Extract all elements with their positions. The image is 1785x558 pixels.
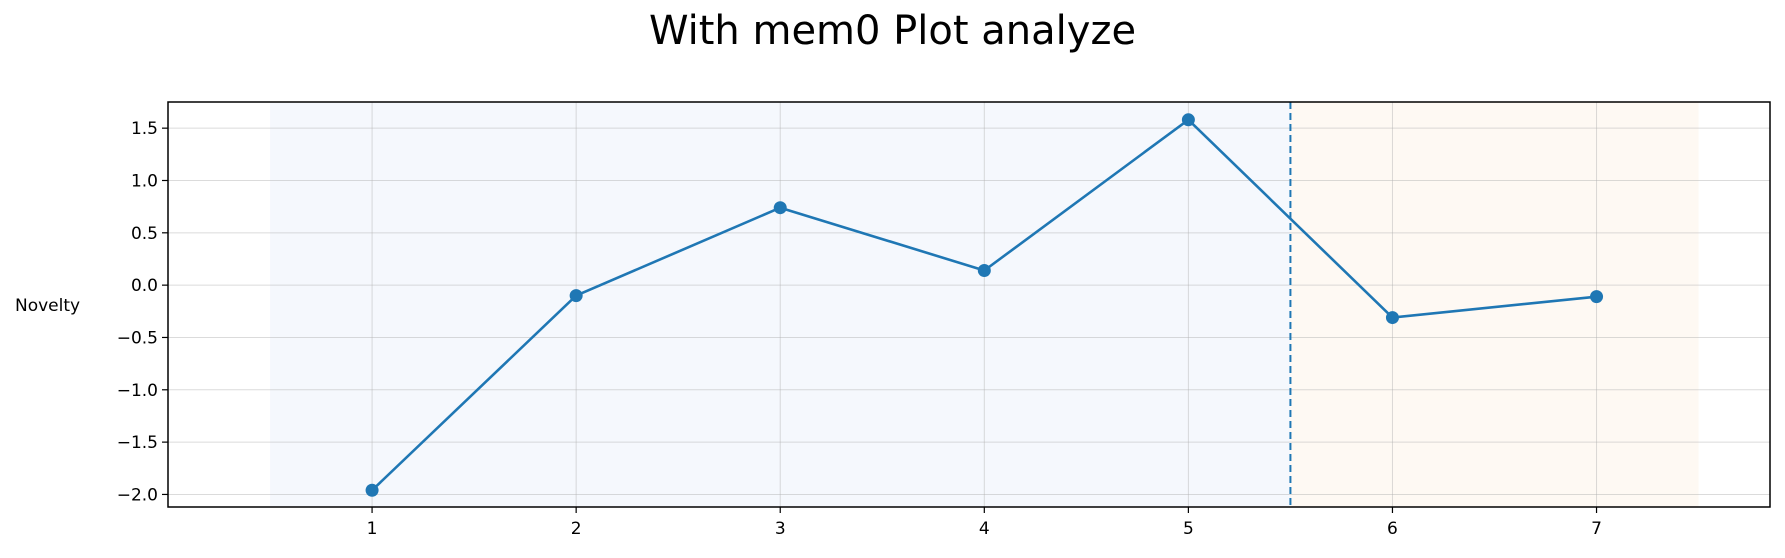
data-point-6 [1385,311,1399,325]
y-tick-label-6: 0.5 [131,224,158,244]
x-tick-label-3: 3 [775,519,786,539]
data-point-3 [773,201,787,215]
y-tick-label-7: 1.0 [131,171,158,191]
x-tick-label-7: 7 [1591,519,1602,539]
x-axis-ticks: 1 2 3 4 5 6 7 [367,507,1602,539]
x-tick-label-2: 2 [571,519,582,539]
plot-frame [167,101,1771,508]
data-point-1 [365,483,379,497]
x-tick-label-1: 1 [367,519,378,539]
y-tick-label-4: −0.5 [117,328,158,348]
series-group [365,113,1604,497]
y-axis-ticks: −2.0 −1.5 −1.0 −0.5 0.0 0.5 1.0 1.5 [117,119,168,505]
data-point-5 [1181,113,1195,127]
y-tick-label-3: −1.0 [117,381,158,401]
data-point-4 [977,263,991,277]
chart-title: With mem0 Plot analyze [648,8,1137,54]
grid-lines [168,102,1770,507]
y-axis-label: Novelty [15,296,80,316]
plot-frame-group [167,101,1771,508]
y-tick-label-2: −1.5 [117,433,158,453]
y-tick-label-5: 0.0 [131,276,158,296]
data-point-7 [1590,290,1604,304]
x-tick-label-5: 5 [1183,519,1194,539]
y-tick-label-1: −2.0 [117,485,158,505]
data-point-2 [569,289,583,303]
x-tick-label-4: 4 [979,519,990,539]
x-tick-label-6: 6 [1387,519,1398,539]
y-tick-label-8: 1.5 [131,119,158,139]
shaded-region-2 [1290,102,1699,507]
